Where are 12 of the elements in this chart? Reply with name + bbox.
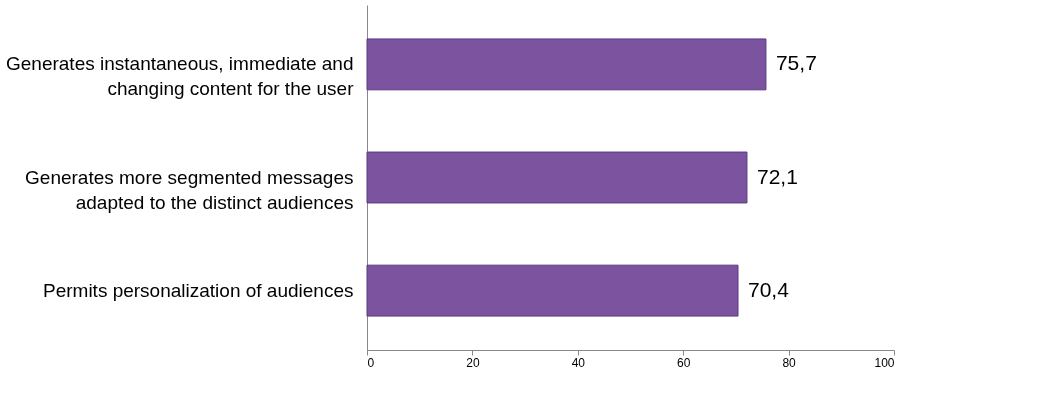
x-tick-label: 20 bbox=[466, 355, 480, 370]
data-label: 70,4 bbox=[748, 277, 790, 301]
x-tick-label: 0 bbox=[367, 355, 375, 370]
x-tick-label: 40 bbox=[571, 355, 586, 370]
x-tick-label: 80 bbox=[782, 355, 797, 370]
data-label: 75,7 bbox=[775, 51, 817, 75]
y-tick-label: Generates instantaneous, immediate and changing content for the user bbox=[6, 53, 355, 100]
x-tick-label: 100 bbox=[874, 355, 895, 370]
y-tick-label: Generates more segmented messages adapted to the distinct audiences bbox=[25, 166, 354, 213]
y-tick-label: Permits personalization of audiences bbox=[42, 279, 354, 301]
data-label: 72,1 bbox=[756, 164, 798, 188]
x-tick-label: 60 bbox=[677, 355, 691, 370]
